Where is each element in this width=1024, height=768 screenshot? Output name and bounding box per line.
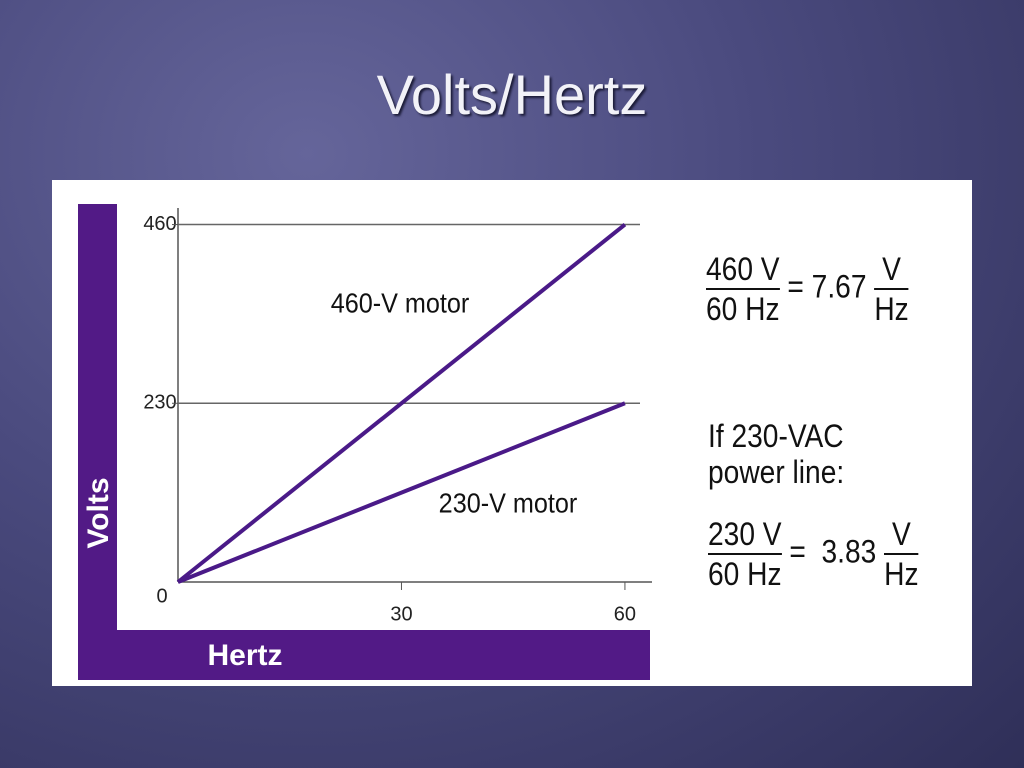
y-axis-label: Volts [82,477,115,548]
x-axis-band [78,630,650,680]
equation: 230 V 60 Hz = 3.83 V Hz [708,515,919,593]
series-label: 230-V motor [439,487,578,519]
unit-numerator: V [874,250,909,290]
result: 3.83 [821,533,877,570]
unit-denominator: Hz [884,556,919,592]
equals: = [789,533,806,570]
x-axis-label: Hertz [207,639,282,672]
slide-title: Volts/Hertz [376,63,648,126]
equation: 460 V 60 Hz = 7.67 V Hz [706,250,909,328]
denominator: 60 Hz [706,291,780,327]
numerator: 230 V [708,515,782,555]
result: 7.67 [811,268,867,305]
numerator: 460 V [706,250,780,290]
panel [52,180,972,686]
y-tick-label: 460 [143,213,176,235]
unit-denominator: Hz [874,291,909,327]
denominator: 60 Hz [708,556,782,592]
y-axis-band [78,204,117,680]
equals: = [787,268,804,305]
y-tick-label: 0 [156,585,167,607]
series-line [177,401,626,584]
x-tick-label: 30 [390,603,412,625]
series-label: 460-V motor [331,287,470,319]
condition: If 230-VAC power line: [708,418,845,490]
y-tick-label: 230 [143,392,176,414]
unit-numerator: V [884,515,919,555]
x-tick-label: 60 [614,603,636,625]
series-line [176,222,627,584]
